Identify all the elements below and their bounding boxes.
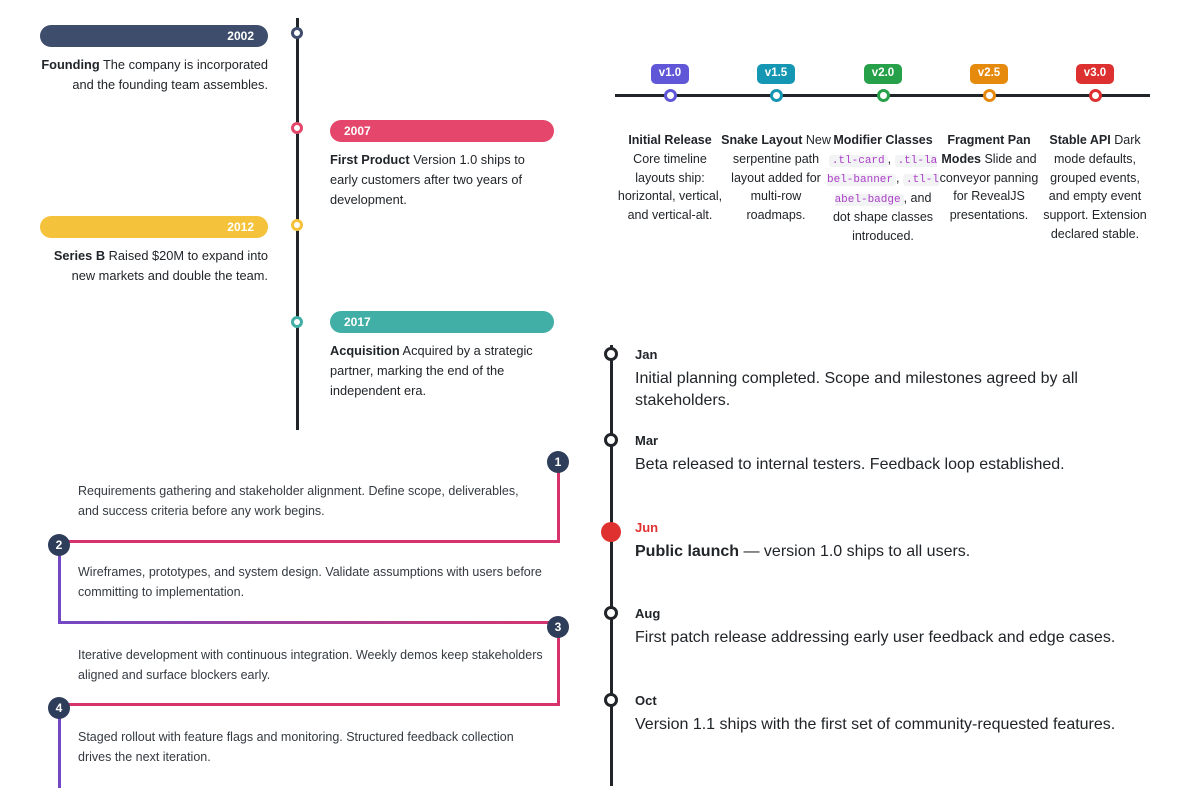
milestone-description: Initial Release Core timeline layouts sh… bbox=[617, 133, 723, 222]
launch-dot-aug bbox=[604, 606, 618, 620]
timeline-dot-2007 bbox=[291, 122, 303, 134]
event-description: Founding The company is incorporated and… bbox=[41, 57, 268, 92]
milestone-description: Stable API Dark mode defaults, grouped e… bbox=[1043, 133, 1147, 241]
launch-month-label: Aug bbox=[635, 606, 661, 621]
event-description: Series B Raised $20M to expand into new … bbox=[53, 248, 268, 283]
launch-month-label: Jun bbox=[635, 520, 659, 535]
event-description: First Product Version 1.0 ships to early… bbox=[330, 152, 525, 207]
launch-dot-jan bbox=[604, 347, 618, 361]
event-year-banner: 2007 bbox=[330, 120, 554, 142]
launch-month-label: Jan bbox=[635, 347, 658, 362]
event-2012: 2012 Series B Raised $20M to expand into… bbox=[40, 216, 268, 286]
milestone-v3_0: v3.0 bbox=[1039, 63, 1151, 84]
event-year-banner: 2012 bbox=[40, 216, 268, 238]
code-tl-card: .tl-card bbox=[828, 154, 888, 167]
version-badge: v1.0 bbox=[650, 64, 690, 84]
snake-step-1-node: 1 bbox=[547, 451, 569, 473]
milestone-dot bbox=[769, 88, 783, 102]
milestone-v2_0: v2.0 bbox=[827, 63, 939, 84]
launch-entry-text: Version 1.1 ships with the first set of … bbox=[635, 716, 1116, 733]
snake-step-2-text: Wireframes, prototypes, and system desig… bbox=[78, 565, 542, 599]
milestone-description: Fragment Pan Modes Slide and conveyor pa… bbox=[939, 133, 1039, 222]
snake-segment bbox=[57, 543, 61, 624]
timeline-dot-2017 bbox=[291, 316, 303, 328]
launch-timeline-axis bbox=[609, 345, 613, 786]
event-year-banner: 2002 bbox=[40, 25, 268, 47]
launch-entry-text: First patch release addressing early use… bbox=[635, 629, 1116, 646]
timeline-dot-2002 bbox=[291, 27, 303, 39]
launch-month-label: Oct bbox=[635, 693, 657, 708]
snake-segment bbox=[556, 471, 560, 543]
version-badge: v2.5 bbox=[969, 64, 1009, 84]
snake-step-1-text: Requirements gathering and stakeholder a… bbox=[78, 484, 519, 518]
snake-step-4-node: 4 bbox=[48, 697, 70, 719]
version-badge: v2.0 bbox=[863, 64, 903, 84]
launch-dot-mar bbox=[604, 433, 618, 447]
event-2017: 2017 Acquisition Acquired by a strategic… bbox=[330, 311, 554, 400]
snake-segment bbox=[59, 703, 560, 706]
launch-entry-text: Beta released to internal testers. Feedb… bbox=[635, 456, 1065, 473]
version-badge: v3.0 bbox=[1075, 64, 1115, 84]
milestone-v1_0: v1.0 bbox=[614, 63, 726, 84]
snake-segment bbox=[59, 540, 560, 543]
snake-segment bbox=[57, 706, 61, 788]
milestone-dot bbox=[876, 88, 890, 102]
version-badge: v1.5 bbox=[756, 64, 796, 84]
launch-dot-oct bbox=[604, 693, 618, 707]
snake-segment bbox=[556, 624, 560, 706]
event-2002: 2002 Founding The company is incorporate… bbox=[40, 25, 268, 95]
milestone-v2_5: v2.5 bbox=[933, 63, 1045, 84]
launch-entry-text: Public launch — version 1.0 ships to all… bbox=[635, 543, 971, 560]
snake-step-3-node: 3 bbox=[547, 616, 569, 638]
milestone-v1_5: v1.5 bbox=[720, 63, 832, 84]
milestone-dot bbox=[663, 88, 677, 102]
milestone-description: Modifier Classes .tl-card, .tl-label-ban… bbox=[827, 133, 939, 243]
launch-entry-text: Initial planning completed. Scope and mi… bbox=[635, 370, 1078, 410]
snake-step-2-node: 2 bbox=[48, 534, 70, 556]
event-2007: 2007 First Product Version 1.0 ships to … bbox=[330, 120, 554, 209]
snake-step-4-text: Staged rollout with feature flags and mo… bbox=[78, 730, 514, 764]
milestone-dot bbox=[982, 88, 996, 102]
snake-step-3-text: Iterative development with continuous in… bbox=[78, 648, 543, 682]
milestone-dot bbox=[1088, 88, 1102, 102]
launch-dot-jun bbox=[601, 522, 621, 542]
launch-month-label: Mar bbox=[635, 433, 659, 448]
milestone-description: Snake Layout New serpentine path layout … bbox=[721, 133, 831, 222]
event-year-banner: 2017 bbox=[330, 311, 554, 333]
snake-segment bbox=[57, 621, 560, 624]
timeline-dot-2012 bbox=[291, 219, 303, 231]
event-description: Acquisition Acquired by a strategic part… bbox=[330, 343, 533, 398]
